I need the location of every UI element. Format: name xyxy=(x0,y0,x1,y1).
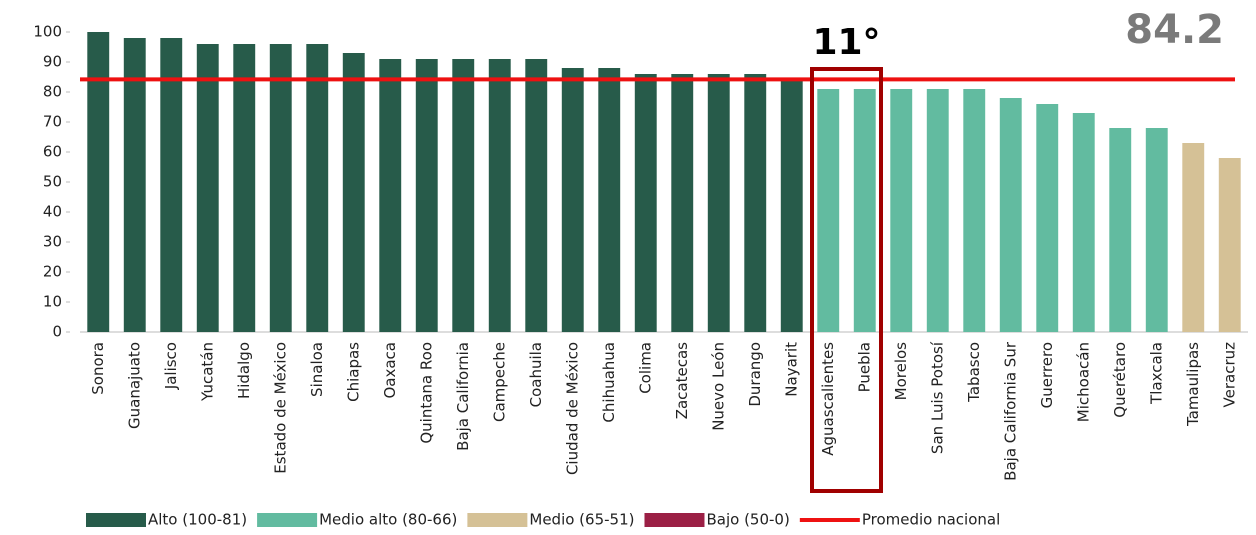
x-tick-label: Oaxaca xyxy=(381,342,399,399)
bar xyxy=(379,59,402,332)
x-tick-label: Colima xyxy=(636,342,654,394)
legend-label: Promedio nacional xyxy=(862,511,1000,529)
bar xyxy=(1072,113,1095,332)
y-tick-label: 40 xyxy=(43,203,62,221)
bar xyxy=(269,44,292,332)
y-tick-label: 70 xyxy=(43,113,62,131)
y-tick-label: 90 xyxy=(43,53,62,71)
bar xyxy=(890,89,913,332)
bar xyxy=(525,59,548,332)
bar xyxy=(707,74,730,332)
y-tick-label: 10 xyxy=(43,293,62,311)
y-tick-label: 50 xyxy=(43,173,62,191)
bar xyxy=(87,32,110,332)
x-tick-label: Chiapas xyxy=(344,342,362,402)
bar xyxy=(1182,143,1205,332)
x-tick-label: Estado de México xyxy=(271,342,289,474)
x-tick-label: San Luis Potosí xyxy=(928,341,946,454)
bar xyxy=(853,89,876,332)
bar xyxy=(744,74,767,332)
x-tick-label: Guerrero xyxy=(1038,342,1056,408)
legend-label: Alto (100-81) xyxy=(148,511,247,529)
bar xyxy=(671,74,694,332)
bar xyxy=(1109,128,1132,332)
x-tick-label: Durango xyxy=(746,342,764,407)
bar xyxy=(196,44,219,332)
bar xyxy=(1145,128,1168,332)
bar xyxy=(452,59,475,332)
legend-swatch xyxy=(257,513,318,527)
legend-label: Bajo (50-0) xyxy=(706,511,789,529)
x-tick-label: Veracruz xyxy=(1220,342,1238,408)
x-tick-label: Nayarit xyxy=(782,342,800,397)
bar xyxy=(233,44,256,332)
bar xyxy=(634,74,657,332)
bar xyxy=(488,59,511,332)
x-tick-label: Baja California xyxy=(454,342,472,451)
y-tick-label: 60 xyxy=(43,143,62,161)
highlight-box xyxy=(810,67,883,493)
bar xyxy=(999,98,1022,332)
x-tick-label: Guanajuato xyxy=(125,342,143,429)
bar xyxy=(926,89,949,332)
x-tick-label: Coahuila xyxy=(527,342,545,407)
bar xyxy=(306,44,329,332)
y-tick-label: 80 xyxy=(43,83,62,101)
legend-swatch xyxy=(644,513,705,527)
x-tick-label: Tamaulipas xyxy=(1184,342,1202,427)
x-tick-label: Tabasco xyxy=(965,342,983,403)
x-tick-label: Tlaxcala xyxy=(1147,342,1165,405)
average-label: 84.2 xyxy=(1125,7,1224,53)
bar xyxy=(598,68,621,332)
legend-swatch xyxy=(467,513,528,527)
bar xyxy=(123,38,146,332)
legend-label: Medio (65-51) xyxy=(529,511,634,529)
x-tick-label: Baja California Sur xyxy=(1001,341,1019,481)
legend-label: Medio alto (80-66) xyxy=(319,511,457,529)
x-tick-label: Ciudad de México xyxy=(563,342,581,475)
bar xyxy=(963,89,986,332)
annotation: 11° xyxy=(812,22,880,63)
x-tick-label: Quintana Roo xyxy=(417,342,435,444)
y-tick-label: 100 xyxy=(33,23,62,41)
x-tick-label: Jalisco xyxy=(162,342,180,390)
y-tick-label: 20 xyxy=(43,263,62,281)
bar xyxy=(160,38,183,332)
x-tick-label: Hidalgo xyxy=(235,342,253,399)
x-tick-label: Querétaro xyxy=(1111,342,1129,418)
x-tick-label: Morelos xyxy=(892,342,910,401)
bar xyxy=(1036,104,1059,332)
x-tick-label: Nuevo León xyxy=(709,342,727,431)
bar xyxy=(817,89,840,332)
x-tick-label: Zacatecas xyxy=(673,342,691,419)
bar xyxy=(415,59,438,332)
legend-swatch xyxy=(86,513,146,527)
bar xyxy=(561,68,584,332)
bar xyxy=(1218,158,1241,332)
x-tick-label: Puebla xyxy=(855,342,873,392)
y-tick-label: 0 xyxy=(52,323,62,341)
x-tick-label: Sonora xyxy=(89,342,107,395)
y-tick-label: 30 xyxy=(43,233,62,251)
x-tick-label: Sinaloa xyxy=(308,342,326,397)
x-tick-label: Campeche xyxy=(490,342,508,422)
bar xyxy=(342,53,365,332)
x-tick-label: Michoacán xyxy=(1074,342,1092,422)
x-tick-label: Aguascalientes xyxy=(819,342,837,456)
x-tick-label: Yucatán xyxy=(198,342,216,402)
bar xyxy=(780,80,803,332)
x-tick-label: Chihuahua xyxy=(600,342,618,423)
